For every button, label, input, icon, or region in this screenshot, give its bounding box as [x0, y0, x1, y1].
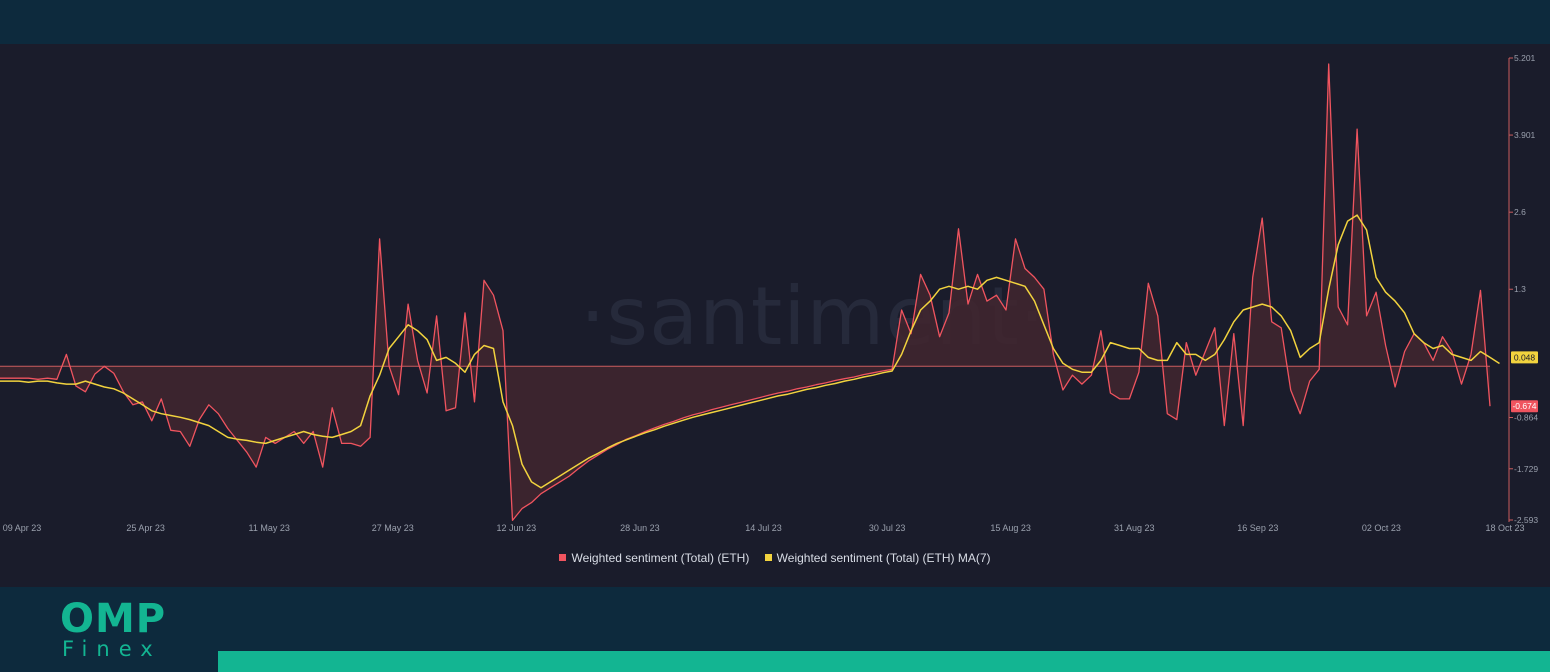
x-tick-label: 09 Apr 23 [3, 523, 42, 533]
y-tick-label: 1.3 [1514, 284, 1526, 294]
legend-item-ma[interactable]: Weighted sentiment (Total) (ETH) MA(7) [764, 550, 991, 565]
ma-last-value-bg [1511, 351, 1538, 364]
legend-swatch-sentiment [559, 554, 567, 561]
chart-panel: ·santiment· 5.201 3.901 2.6 1.3 -0.864 -1.729… [0, 44, 1550, 587]
y-tick-label: 5.201 [1514, 53, 1536, 63]
sentiment-chart: 5.201 3.901 2.6 1.3 -0.864 -1.729 -2.593 0.048 -… [0, 53, 1538, 533]
x-tick-label: 18 Oct 23 [1485, 523, 1524, 533]
sentiment-last-value-label: -0.674 [1512, 401, 1536, 411]
x-tick-label: 30 Jul 23 [869, 523, 906, 533]
top-band [0, 0, 1550, 44]
x-tick-label: 31 Aug 23 [1114, 523, 1155, 533]
legend-swatch-ma [764, 554, 772, 561]
y-tick-label: 2.6 [1514, 207, 1526, 217]
x-tick-label: 02 Oct 23 [1362, 523, 1401, 533]
logo-subtext: Finex [62, 637, 162, 661]
x-tick-label: 15 Aug 23 [990, 523, 1031, 533]
x-tick-label: 27 May 23 [372, 523, 414, 533]
y-tick-label: -0.864 [1514, 413, 1538, 423]
x-tick-label: 28 Jun 23 [620, 523, 660, 533]
sentiment-area [0, 64, 1490, 521]
legend-item-sentiment[interactable]: Weighted sentiment (Total) (ETH) [559, 551, 749, 565]
omp-finex-logo: OMP Finex [60, 596, 167, 661]
y-tick-label: 3.901 [1514, 130, 1536, 140]
footer: OMP Finex [0, 587, 1550, 672]
ma-last-value-label: 0.048 [1514, 352, 1536, 362]
sentiment-line [0, 63, 1491, 522]
x-tick-label: 14 Jul 23 [745, 523, 782, 533]
footer-accent-bar [218, 651, 1550, 672]
logo-text: OMP [60, 596, 167, 642]
ma-line [0, 214, 1500, 489]
y-tick-label: -1.729 [1514, 464, 1538, 474]
chart-legend: Weighted sentiment (Total) (ETH) Weighte… [0, 550, 1550, 565]
legend-label-sentiment: Weighted sentiment (Total) (ETH) [571, 550, 750, 565]
x-tick-label: 16 Sep 23 [1237, 523, 1278, 533]
y-tick-label: -2.593 [1514, 515, 1538, 525]
legend-label-ma: Weighted sentiment (Total) (ETH) MA(7) [776, 550, 991, 565]
x-tick-label: 11 May 23 [248, 523, 289, 533]
sentiment-last-value-bg [1511, 400, 1538, 413]
x-tick-label: 25 Apr 23 [126, 523, 165, 533]
x-tick-label: 12 Jun 23 [497, 523, 537, 533]
